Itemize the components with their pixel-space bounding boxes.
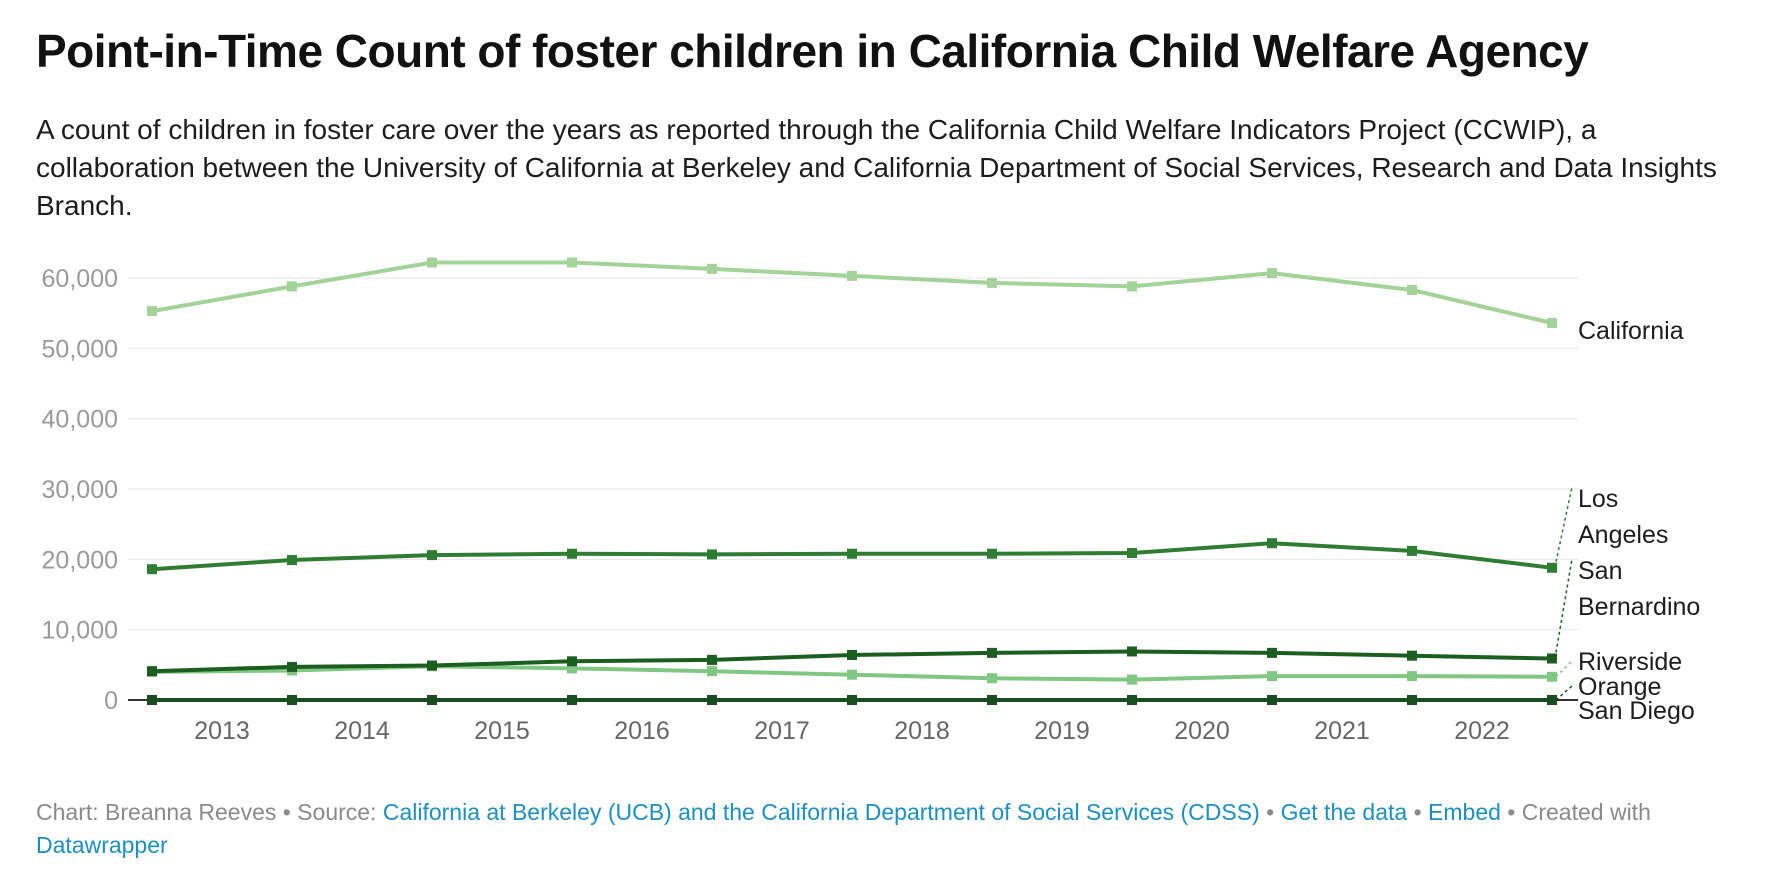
data-point-riverside <box>987 673 997 684</box>
data-point-san-bernardino <box>1547 653 1557 664</box>
data-point-los-angeles <box>707 549 717 560</box>
source-link[interactable]: California at Berkeley (UCB) and the Cal… <box>382 799 1260 825</box>
y-axis: 0 10,000 20,000 30,000 40,000 50,000 60,000 <box>42 265 118 715</box>
datawrapper-link[interactable]: Datawrapper <box>36 832 168 858</box>
data-point-los-angeles <box>1407 545 1417 556</box>
x-tick-label: 2015 <box>474 717 530 745</box>
data-point-california <box>1127 281 1137 292</box>
data-point-los-angeles <box>1267 538 1277 549</box>
series-label-los-angeles: Los <box>1578 485 1618 513</box>
chart-title: Point-in-Time Count of foster children i… <box>36 25 1589 77</box>
data-point-orange <box>287 695 297 705</box>
y-tick-label: 50,000 <box>42 335 118 363</box>
y-tick-label: 40,000 <box>42 406 118 434</box>
x-tick-label: 2021 <box>1314 717 1370 745</box>
label-connector <box>1555 660 1573 678</box>
y-tick-label: 20,000 <box>42 546 118 574</box>
data-point-los-angeles <box>147 564 157 575</box>
chart-footer: Chart: Breanna Reeves • Source: Californ… <box>36 796 1736 862</box>
footer-created-text: • Created with <box>1500 799 1651 825</box>
series-label-riverside: Riverside <box>1578 648 1682 676</box>
data-point-california <box>987 277 997 288</box>
footer-credit: Chart: Breanna Reeves • Source: <box>36 799 383 825</box>
data-point-riverside <box>567 663 577 674</box>
y-tick-label: 0 <box>104 687 118 715</box>
data-point-riverside <box>1547 671 1557 682</box>
x-tick-label: 2016 <box>614 717 670 745</box>
data-point-orange <box>567 695 577 705</box>
data-point-california <box>1547 318 1557 329</box>
data-point-riverside <box>1127 674 1137 685</box>
x-tick-label: 2020 <box>1174 717 1230 745</box>
x-tick-label: 2017 <box>754 717 810 745</box>
data-point-los-angeles <box>987 548 997 559</box>
data-point-san-bernardino <box>707 654 717 665</box>
series-label-san-bernardino: Bernardino <box>1578 593 1700 621</box>
data-point-orange <box>1407 695 1417 705</box>
x-axis: 2013 2014 2015 2016 2017 2018 2019 2020 2021 2022 <box>194 717 1510 745</box>
data-point-california <box>567 257 577 268</box>
series-label-los-angeles: Angeles <box>1578 521 1668 549</box>
data-point-los-angeles <box>847 548 857 559</box>
label-connector <box>1555 486 1573 562</box>
data-point-orange <box>147 695 157 705</box>
data-point-los-angeles <box>287 555 297 566</box>
data-point-los-angeles <box>1547 562 1557 573</box>
data-point-orange <box>987 695 997 705</box>
data-point-san-bernardino <box>147 666 157 677</box>
label-connector <box>1555 558 1573 653</box>
grid-lines <box>128 277 1578 701</box>
data-point-san-bernardino <box>427 660 437 671</box>
data-point-orange <box>427 695 437 705</box>
data-point-california <box>847 270 857 281</box>
data-point-san-bernardino <box>1127 646 1137 657</box>
data-point-california <box>287 281 297 292</box>
data-point-riverside <box>707 666 717 677</box>
y-tick-label: 10,000 <box>42 617 118 645</box>
x-tick-label: 2022 <box>1454 717 1510 745</box>
series-lines <box>150 260 1554 702</box>
data-point-orange <box>1547 695 1557 705</box>
data-point-orange <box>847 695 857 705</box>
footer-separator: • <box>1259 799 1281 825</box>
data-point-san-bernardino <box>987 647 997 658</box>
data-point-los-angeles <box>567 548 577 559</box>
data-point-los-angeles <box>427 550 437 561</box>
x-tick-label: 2013 <box>194 717 250 745</box>
data-point-riverside <box>1267 671 1277 682</box>
x-tick-label: 2014 <box>334 717 390 745</box>
data-point-san-bernardino <box>1407 650 1417 661</box>
chart-subtitle: A count of children in foster care over … <box>36 114 1717 221</box>
y-tick-label: 30,000 <box>42 476 118 504</box>
data-point-california <box>1407 284 1417 295</box>
get-the-data-link[interactable]: Get the data <box>1280 799 1408 825</box>
x-tick-label: 2019 <box>1034 717 1090 745</box>
data-point-san-bernardino <box>567 656 577 667</box>
series-label-california: California <box>1578 317 1684 345</box>
embed-link[interactable]: Embed <box>1428 799 1501 825</box>
series-label-san-bernardino: San <box>1578 557 1622 585</box>
data-point-california <box>427 257 437 268</box>
series-label-san-diego: San Diego <box>1578 697 1695 725</box>
footer-separator: • <box>1407 799 1429 825</box>
data-point-orange <box>707 695 717 705</box>
series-markers <box>147 257 1557 705</box>
data-point-san-bernardino <box>1267 647 1277 658</box>
series-label-orange: Orange <box>1578 673 1661 701</box>
data-point-california <box>707 263 717 274</box>
data-point-san-bernardino <box>847 649 857 660</box>
x-tick-label: 2018 <box>894 717 950 745</box>
data-point-california <box>1267 268 1277 279</box>
data-point-riverside <box>1407 671 1417 682</box>
data-point-california <box>147 306 157 317</box>
label-connector <box>1555 685 1573 701</box>
series-labels: California Los Angeles San Bernardino Riversi… <box>1555 317 1700 725</box>
data-point-orange <box>1127 695 1137 705</box>
data-point-san-bernardino <box>287 661 297 672</box>
data-point-orange <box>1267 695 1277 705</box>
data-point-los-angeles <box>1127 548 1137 559</box>
y-tick-label: 60,000 <box>42 265 118 293</box>
data-point-riverside <box>847 669 857 680</box>
